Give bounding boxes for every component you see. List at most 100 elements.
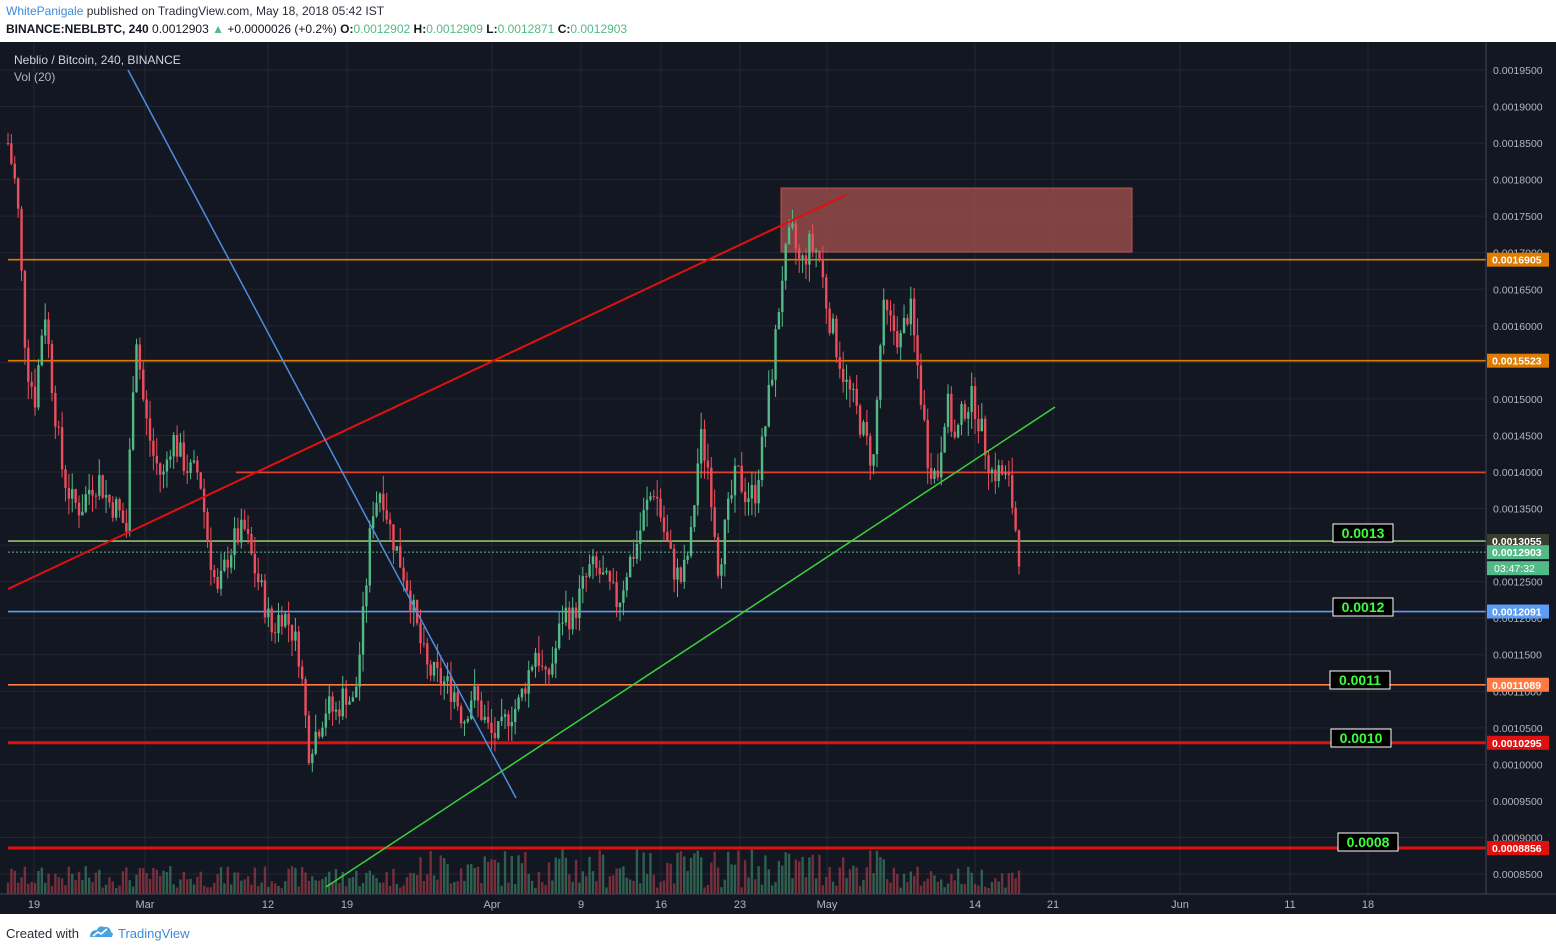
volume-bar [598, 850, 601, 894]
trendline-red [7, 194, 847, 590]
candle-body [74, 489, 77, 503]
candle-body [716, 537, 720, 576]
candle-body [1014, 507, 1017, 531]
candle-body [821, 258, 825, 278]
candle-body [152, 440, 155, 456]
candle-body [497, 721, 500, 739]
candle-body [865, 422, 869, 437]
volume-bar [574, 859, 578, 894]
author-link[interactable]: WhitePanigale [6, 4, 84, 18]
volume-bar [821, 885, 825, 894]
candle-body [713, 507, 716, 538]
candle-body [422, 643, 426, 645]
candle-body [710, 467, 713, 508]
volume-bar [683, 856, 686, 894]
volume-bar [912, 876, 916, 894]
volume-bar [385, 872, 388, 894]
candle-body [595, 556, 598, 568]
created-with-text: Created with [6, 926, 79, 941]
candle-body [317, 731, 321, 737]
candle-body [128, 449, 131, 532]
volume-bar [527, 873, 530, 894]
candle-body [1017, 530, 1021, 567]
y-tick-label: 0.0010500 [1493, 723, 1543, 735]
annotation-label: 0.0011 [1339, 672, 1381, 688]
volume-bar [632, 880, 635, 894]
volume-bar [656, 887, 659, 894]
candle-body [27, 347, 30, 382]
candle-body [43, 319, 47, 336]
candle-body [486, 716, 490, 723]
price-annotations: 0.0013 0.0012 0.0011 0.0010 0.0008 [1329, 523, 1399, 852]
volume-bar [77, 871, 81, 894]
candle-body [267, 608, 270, 618]
candle-body [209, 540, 213, 571]
candle-body [470, 700, 473, 719]
candle-body [770, 379, 774, 385]
candle-body [125, 522, 128, 532]
volume-bar [831, 881, 835, 894]
volume-bar [693, 853, 696, 894]
volume-bar [669, 863, 672, 894]
candle-body [946, 393, 950, 427]
volume-bar [402, 885, 405, 894]
volume-bar [236, 872, 240, 894]
countdown-label: 03:47:32 [1494, 563, 1535, 575]
volume-bar [263, 866, 267, 894]
candle-body [956, 424, 960, 438]
volume-bar [169, 866, 172, 894]
tradingview-logo-icon[interactable] [88, 924, 114, 940]
candle-body [480, 700, 483, 720]
volume-bars [6, 848, 1021, 894]
volume-bar [115, 887, 118, 894]
candle-body [280, 614, 284, 627]
candle-body [591, 556, 595, 565]
volume-bar [524, 851, 527, 894]
candle-body [459, 706, 463, 724]
volume-bar [818, 854, 821, 894]
volume-bar [723, 879, 727, 894]
volume-bar [892, 867, 896, 894]
volume-bar [835, 885, 838, 894]
candle-body [348, 701, 351, 705]
candle-body [382, 493, 385, 511]
volume-bar [679, 851, 683, 894]
candle-body [388, 519, 392, 525]
volume-bar [865, 867, 869, 894]
level-label: 0.0012903 [1492, 547, 1542, 559]
volume-bar [40, 867, 44, 894]
volume-bar [213, 882, 216, 894]
volume-bar [311, 876, 314, 894]
candle-body [940, 452, 943, 478]
volume-bar [595, 881, 598, 894]
volume-bar [290, 866, 294, 894]
candle-body [358, 654, 361, 687]
candle-body [118, 499, 121, 511]
candle-body [963, 403, 967, 419]
volume-bar [639, 883, 642, 894]
level-label: 0.0011089 [1492, 680, 1541, 692]
tradingview-link[interactable]: TradingView [118, 926, 190, 941]
candle-body [845, 379, 848, 382]
volume-bar [375, 878, 378, 894]
up-arrow-icon: ▲ [212, 22, 224, 36]
volume-bar [909, 871, 912, 894]
volume-bar [405, 877, 409, 894]
volume-bar [307, 880, 311, 894]
volume-bar [125, 867, 128, 894]
volume-bar [808, 857, 811, 894]
grid [0, 42, 1486, 894]
price-chart[interactable]: 0.00085000.00090000.00095000.00100000.00… [0, 42, 1556, 914]
volume-bar [497, 862, 500, 894]
volume-bar [16, 882, 20, 894]
chart-area[interactable]: 0.0008500 0.0009000 0.0009500 0.0010000 0.00… [0, 42, 1556, 914]
candle-body [892, 315, 896, 331]
price-axis: 0.00085000.00090000.00095000.00100000.00… [1485, 42, 1556, 914]
volume-bar [503, 851, 507, 894]
volume-bar [297, 886, 300, 894]
volume-bar [568, 874, 571, 894]
volume-bar [162, 870, 165, 894]
candle-body [980, 418, 984, 432]
y-tick-label: 0.0016500 [1493, 284, 1543, 296]
candle-body [997, 465, 1000, 482]
